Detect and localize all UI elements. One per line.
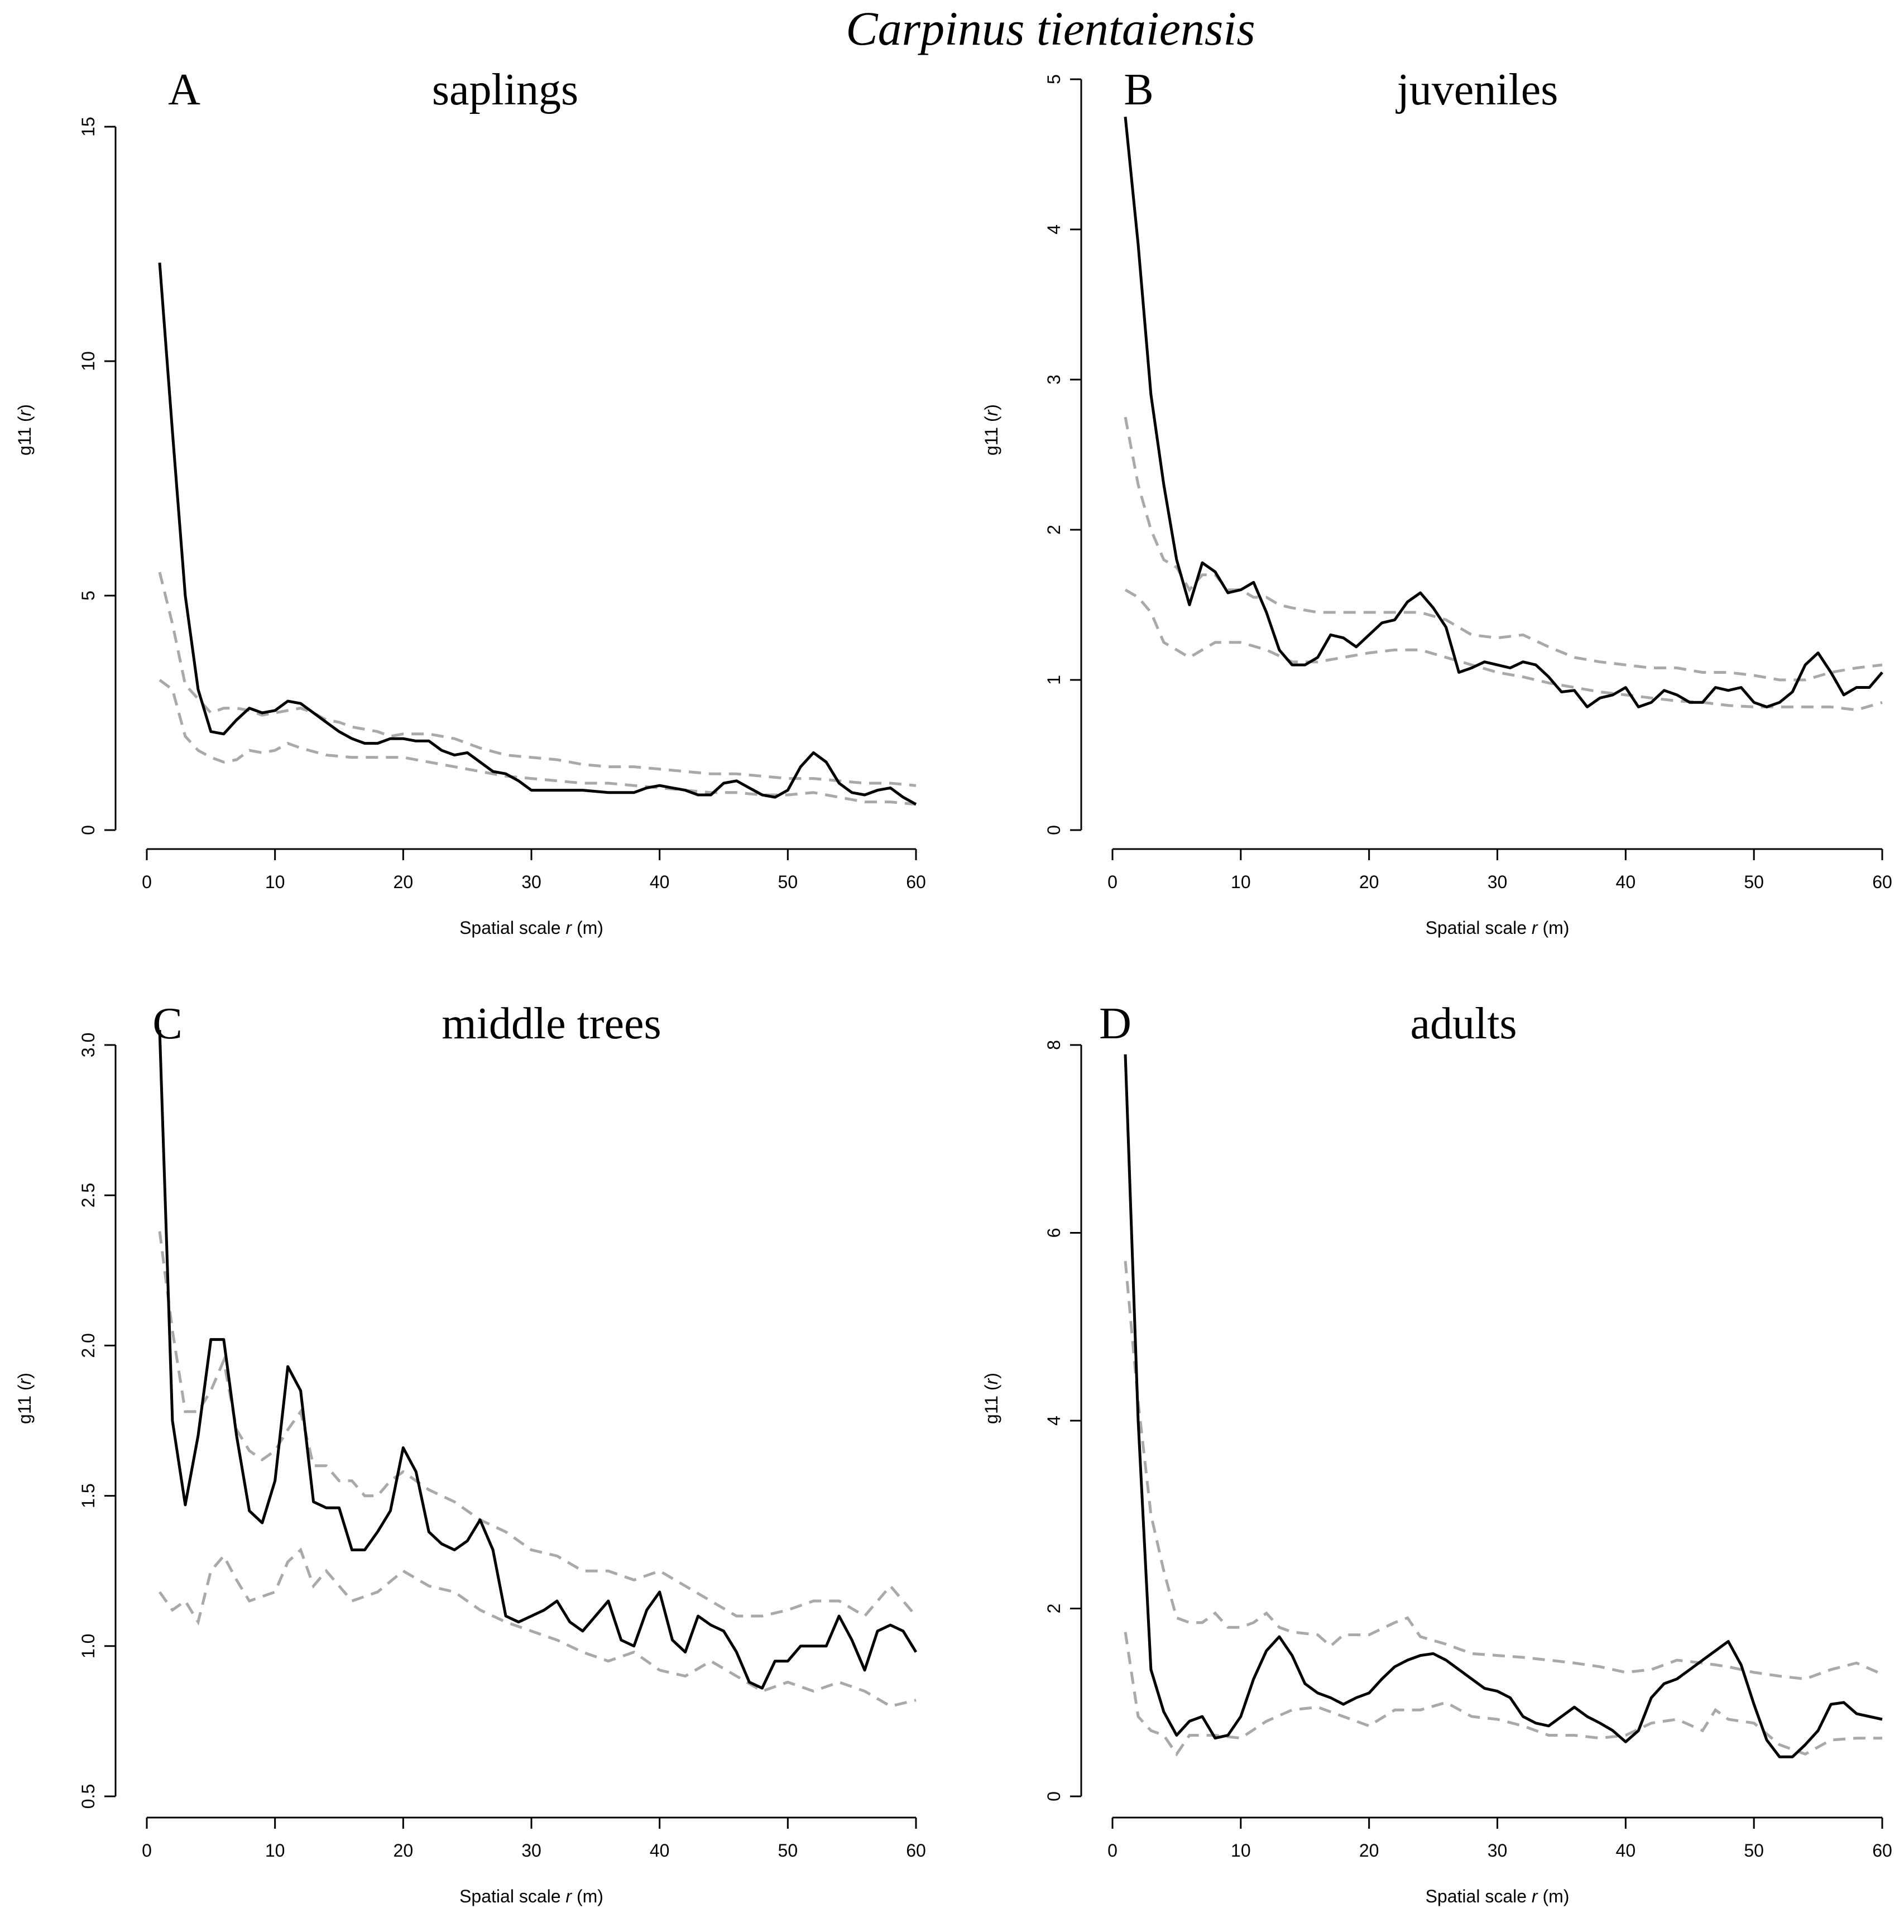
panel-title: saplings: [432, 65, 578, 114]
y-tick-label: 1.0: [78, 1634, 98, 1658]
y-tick-label: 2: [1044, 525, 1064, 535]
observed-g11-line: [1124, 117, 1883, 708]
y-tick-label: 2.0: [78, 1333, 98, 1358]
y-tick-label: 0: [1044, 825, 1064, 835]
x-tick-label: 0: [1107, 1840, 1118, 1861]
x-tick-label: 50: [1744, 872, 1764, 892]
x-tick-label: 10: [1231, 1840, 1251, 1861]
x-tick-label: 10: [265, 1840, 285, 1861]
y-tick-label: 2.5: [78, 1183, 98, 1207]
observed-g11-line: [158, 1030, 918, 1690]
panel-title: middle trees: [442, 999, 661, 1048]
x-tick-label: 60: [906, 872, 926, 892]
lower-envelope-line: [158, 1547, 917, 1708]
panel-letter: A: [168, 65, 200, 114]
x-tick-label: 10: [265, 872, 285, 892]
upper-envelope-line: [158, 1231, 917, 1618]
y-axis-label: g11 (r): [15, 404, 35, 456]
x-tick-label: 20: [1359, 872, 1379, 892]
x-tick-label: 50: [778, 1840, 798, 1861]
y-tick-label: 0.5: [78, 1784, 98, 1809]
lower-envelope-line: [159, 679, 917, 806]
x-tick-label: 40: [1616, 872, 1636, 892]
x-tick-label: 50: [1744, 1840, 1764, 1861]
x-axis-label: Spatial scale r (m): [459, 1886, 603, 1906]
panel-letter: C: [152, 999, 182, 1048]
x-tick-label: 0: [142, 872, 152, 892]
upper-envelope-line: [1124, 1260, 1883, 1681]
panel-letter: D: [1099, 999, 1131, 1048]
x-tick-label: 40: [1616, 1840, 1636, 1861]
x-tick-label: 0: [142, 1840, 152, 1861]
y-tick-label: 3: [1044, 375, 1064, 385]
y-tick-label: 6: [1044, 1228, 1064, 1238]
x-tick-label: 60: [906, 1840, 926, 1861]
x-tick-label: 40: [650, 872, 670, 892]
y-tick-label: 15: [78, 117, 98, 137]
x-tick-label: 20: [1359, 1840, 1379, 1861]
y-tick-label: 4: [1044, 224, 1064, 234]
y-tick-label: 4: [1044, 1416, 1064, 1426]
x-axis-label: Spatial scale r (m): [1426, 918, 1570, 938]
x-tick-label: 30: [1488, 1840, 1508, 1861]
y-tick-label: 2: [1044, 1604, 1064, 1614]
panel-letter: B: [1124, 65, 1153, 114]
observed-g11-line: [1124, 1054, 1883, 1758]
x-tick-label: 30: [1488, 872, 1508, 892]
y-axis-label: g11 (r): [981, 404, 1001, 456]
y-tick-label: 10: [78, 351, 98, 371]
x-tick-label: 30: [521, 1840, 541, 1861]
y-tick-label: 0: [78, 825, 98, 835]
y-tick-label: 5: [1044, 74, 1064, 84]
x-tick-label: 0: [1107, 872, 1118, 892]
x-tick-label: 50: [778, 872, 798, 892]
y-axis-label: g11 (r): [15, 1373, 35, 1424]
upper-envelope-line: [158, 572, 917, 787]
observed-g11-line: [158, 262, 917, 806]
x-tick-label: 60: [1872, 1840, 1892, 1861]
panel-title: adults: [1410, 999, 1517, 1048]
y-tick-label: 3.0: [78, 1033, 98, 1057]
y-tick-label: 5: [78, 591, 98, 601]
panel-title: juveniles: [1395, 65, 1558, 114]
y-axis-label: g11 (r): [981, 1373, 1001, 1424]
lower-envelope-line: [1124, 588, 1883, 712]
x-tick-label: 30: [521, 872, 541, 892]
figure-title: Carpinus tientaiensis: [846, 2, 1255, 55]
x-tick-label: 40: [650, 1840, 670, 1861]
x-axis-label: Spatial scale r (m): [1426, 1886, 1570, 1906]
upper-envelope-line: [1124, 416, 1883, 682]
x-tick-label: 60: [1872, 872, 1892, 892]
y-tick-label: 1: [1044, 675, 1064, 685]
y-tick-label: 8: [1044, 1040, 1064, 1050]
x-tick-label: 20: [394, 872, 414, 892]
y-tick-label: 1.5: [78, 1483, 98, 1508]
y-tick-label: 0: [1044, 1791, 1064, 1801]
x-tick-label: 20: [394, 1840, 414, 1861]
x-tick-label: 10: [1231, 872, 1251, 892]
x-axis-label: Spatial scale r (m): [459, 918, 603, 938]
